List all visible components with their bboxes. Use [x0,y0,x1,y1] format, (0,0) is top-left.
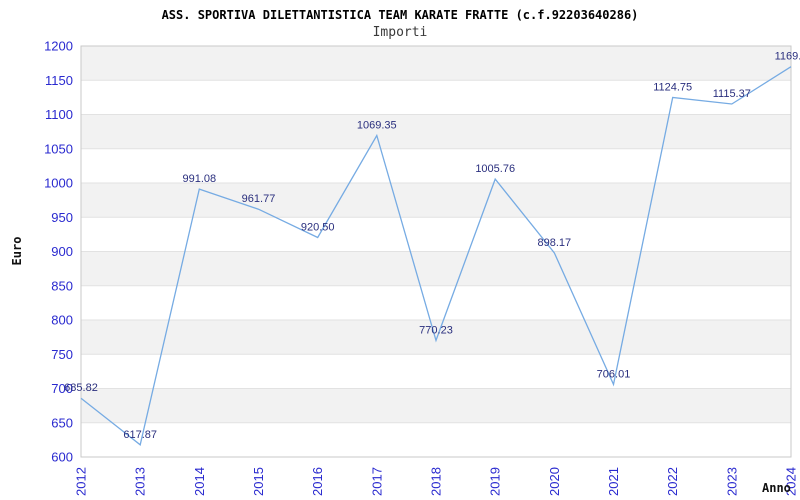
chart-subtitle: Importi [372,25,428,40]
y-tick-label: 800 [51,313,73,328]
y-tick-label: 700 [51,381,73,396]
data-line [80,66,792,446]
y-tick-label: 1100 [45,107,73,122]
plot-band [81,114,791,149]
x-tick-label: 2016 [310,467,325,496]
data-point-label: 1169.8 [775,51,800,63]
chart-title: ASS. SPORTIVA DILETTANTISTICA TEAM KARAT… [161,8,639,22]
y-tick-label: 950 [51,210,73,225]
x-tick-label: 2021 [606,467,621,496]
data-point-label: 898.17 [537,237,571,249]
x-tick-label: 2013 [133,467,148,496]
y-tick-label: 900 [51,244,73,259]
y-tick-label: 1000 [44,176,73,191]
x-axis-title: Anno [762,481,791,495]
data-point-label: 1069.35 [357,120,397,132]
plot-border [80,45,792,458]
x-tick-label: 2014 [192,467,207,496]
data-point-label: 770.23 [419,324,453,336]
x-tick-label: 2019 [488,467,503,496]
data-point-label: 1115.37 [713,88,751,100]
y-axis-title: Euro [10,236,24,266]
x-tick-label: 2015 [251,467,266,496]
y-tick-label: 1050 [44,141,73,156]
y-tick-label: 650 [51,415,73,430]
y-tick-label: 600 [51,450,73,465]
y-tick-label: 1150 [45,73,73,88]
x-tick-label: 2020 [547,467,562,496]
data-point-label: 706.01 [597,368,631,380]
y-tick-label: 1200 [44,39,73,54]
plot-band [81,320,791,355]
y-tick-label: 750 [51,347,73,362]
data-point-label: 991.08 [182,173,216,185]
x-tick-label: 2012 [74,467,89,496]
y-tick-label: 850 [51,278,73,293]
x-tick-label: 2022 [665,467,680,496]
x-tick-label: 2023 [724,467,739,496]
plot-band [81,388,791,423]
data-point-label: 685.82 [64,382,98,394]
data-point-label: 961.77 [242,193,276,205]
x-tick-label: 2024 [784,467,799,496]
data-point-label: 617.87 [123,429,157,441]
plot-band [81,251,791,286]
data-point-label: 1005.76 [475,163,515,175]
x-tick-label: 2018 [429,467,444,496]
data-point-label: 1124.75 [653,82,692,94]
data-point-label: 920.50 [301,222,335,234]
x-tick-label: 2017 [369,467,384,496]
plot-band [81,46,791,81]
plot-band [81,183,791,218]
